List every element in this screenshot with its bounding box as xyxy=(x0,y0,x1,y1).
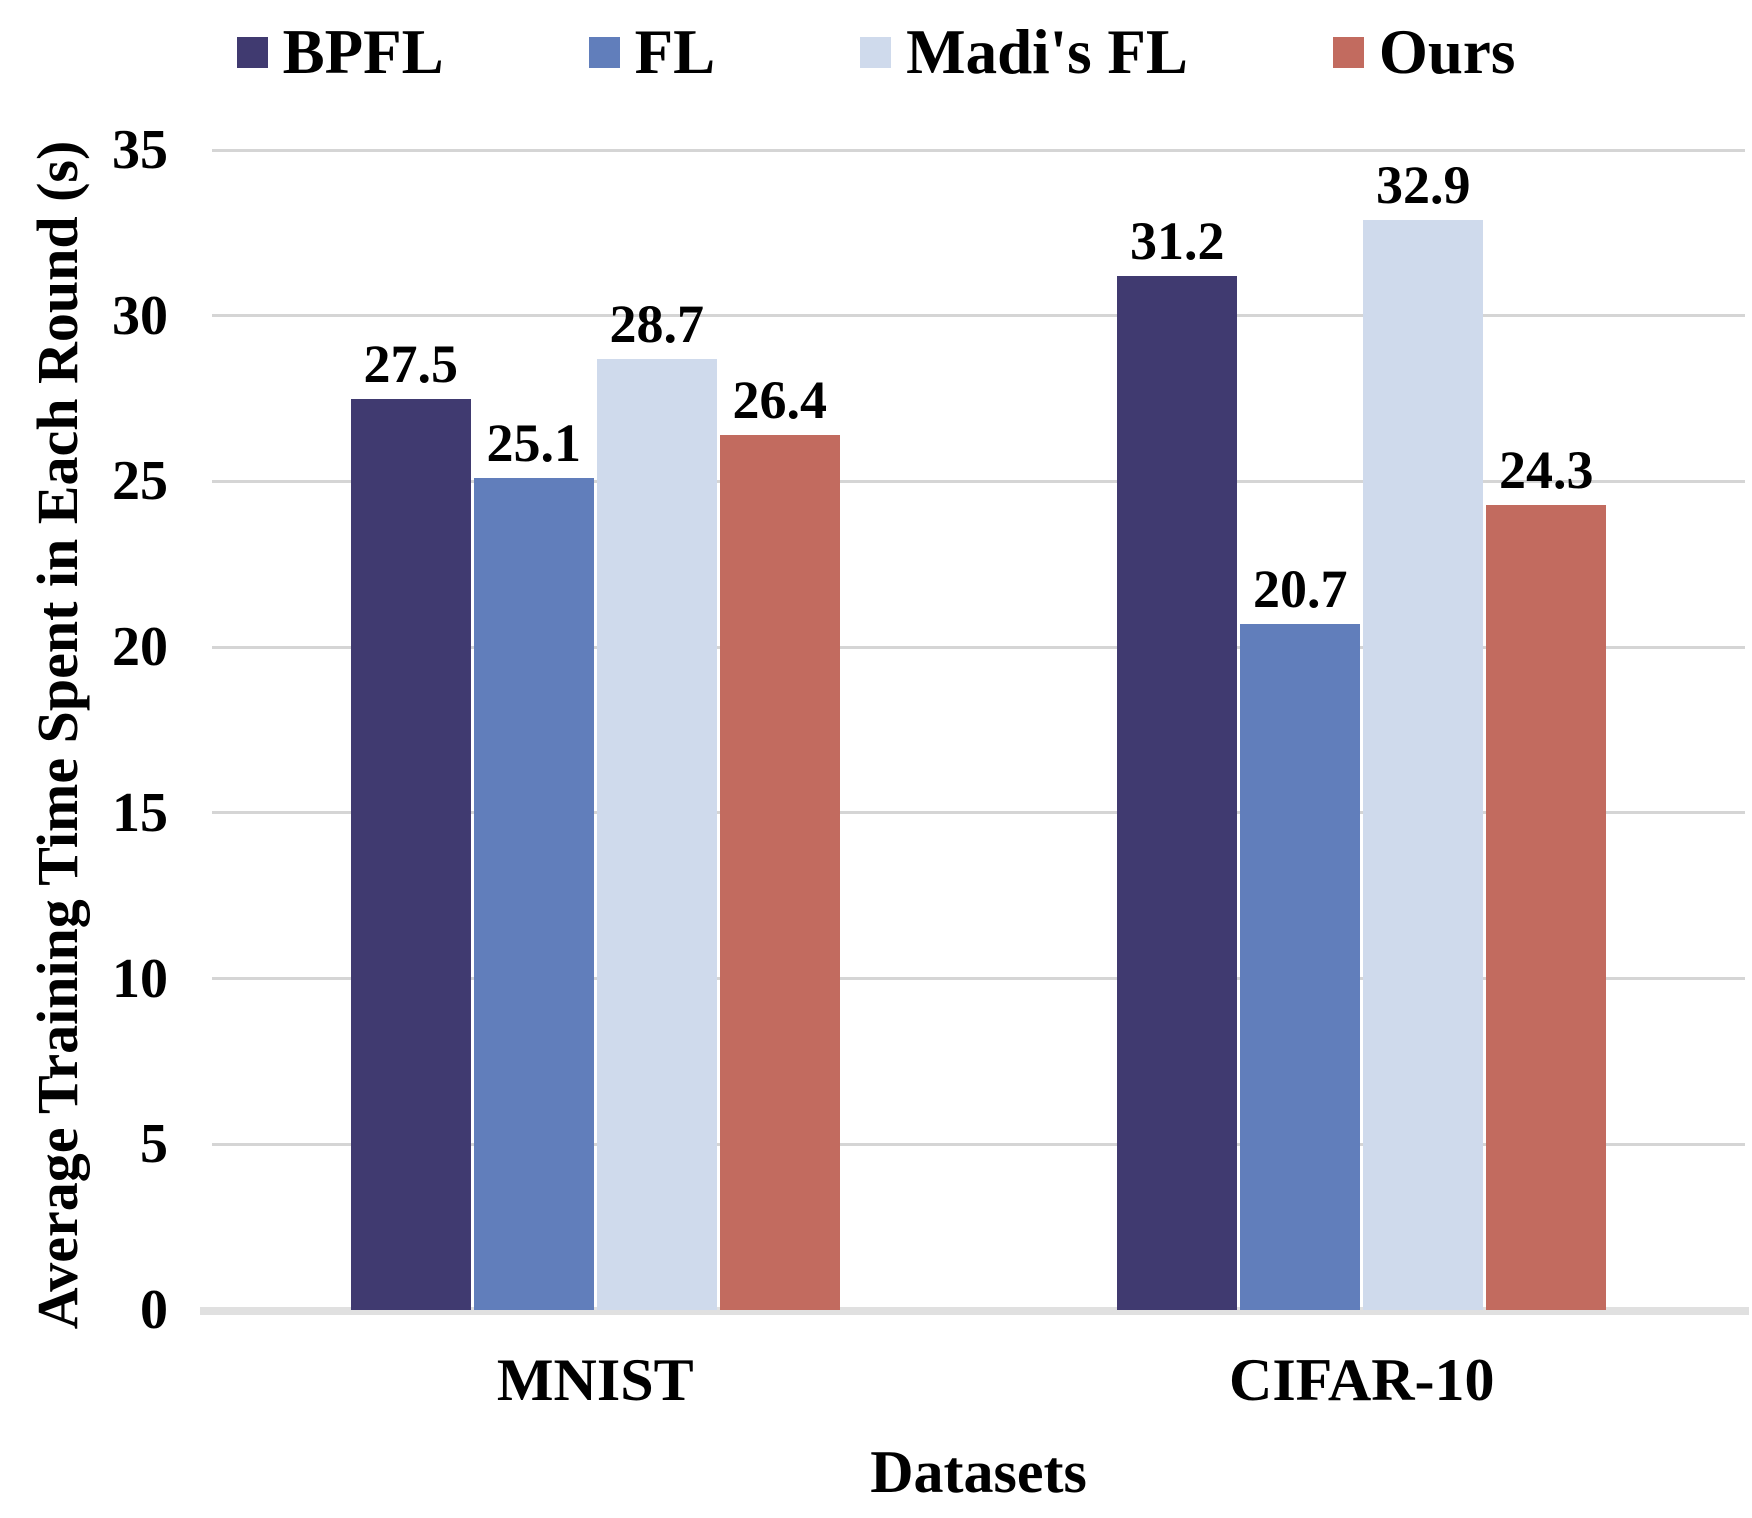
legend-swatch-icon xyxy=(588,36,620,68)
gridline xyxy=(212,314,1745,318)
legend-label: Madi's FL xyxy=(906,16,1188,87)
bar-rect xyxy=(1117,275,1238,1310)
bar-mnist-madi-s-fl: 28.7 xyxy=(596,293,717,1310)
bar-rect xyxy=(596,358,717,1310)
bar-value-label: 20.7 xyxy=(1253,558,1348,619)
gridline xyxy=(212,479,1745,483)
x-category-label-mnist: MNIST xyxy=(496,1347,694,1413)
bar-cifar-10-ours: 24.3 xyxy=(1486,439,1607,1310)
legend-swatch-icon xyxy=(1332,36,1364,68)
bar-value-label: 25.1 xyxy=(486,413,582,474)
bar-value-label: 32.9 xyxy=(1376,154,1471,215)
legend-label: Ours xyxy=(1378,16,1516,87)
gridline xyxy=(212,148,1745,152)
bar-value-label: 28.7 xyxy=(609,293,705,354)
bar-rect xyxy=(1240,623,1361,1310)
gridline xyxy=(212,1142,1745,1146)
legend-swatch-icon xyxy=(236,36,268,68)
bar-rect xyxy=(1486,504,1607,1310)
bar-cifar-10-bpfl: 31.2 xyxy=(1117,210,1238,1310)
bar-mnist-fl: 25.1 xyxy=(473,413,594,1310)
gridline xyxy=(212,811,1745,815)
x-axis-title: Datasets xyxy=(870,1439,1087,1505)
y-tick-label: 20 xyxy=(112,616,168,679)
x-category-label-cifar-10: CIFAR-10 xyxy=(1228,1347,1495,1413)
legend-label: FL xyxy=(634,16,716,87)
bar-cifar-10-madi-s-fl: 32.9 xyxy=(1363,154,1484,1310)
bar-mnist-bpfl: 27.5 xyxy=(350,333,471,1310)
legend-item-2: Madi's FL xyxy=(860,16,1188,87)
y-axis-ticks: 0 5 10 15 20 25 30 35 xyxy=(0,122,168,1338)
bar-value-label: 26.4 xyxy=(732,370,828,431)
plot-area: 27.5 25.1 28.7 26.4 31.2 20.7 32.9 24.3 xyxy=(200,148,1749,1315)
y-tick-label: 15 xyxy=(112,781,168,844)
bar-value-label: 31.2 xyxy=(1130,210,1225,271)
y-tick-label: 25 xyxy=(112,450,168,513)
bar-rect xyxy=(473,478,594,1310)
bar-rect xyxy=(1363,219,1484,1310)
gridline xyxy=(212,977,1745,981)
bar-value-label: 27.5 xyxy=(363,333,459,394)
legend-item-1: FL xyxy=(588,16,716,87)
bar-cifar-10-fl: 20.7 xyxy=(1240,558,1361,1310)
x-axis-line xyxy=(200,1307,1749,1315)
legend-item-3: Ours xyxy=(1332,16,1516,87)
bar-rect xyxy=(719,435,840,1310)
bar-mnist-ours: 26.4 xyxy=(719,370,840,1310)
bar-rect xyxy=(350,398,471,1310)
y-tick-label: 35 xyxy=(112,119,168,181)
y-tick-label: 0 xyxy=(140,1279,168,1341)
bar-value-label: 24.3 xyxy=(1499,439,1594,500)
legend-item-0: BPFL xyxy=(236,16,444,87)
y-tick-label: 30 xyxy=(112,284,168,347)
chart-legend: BPFL FL Madi's FL Ours xyxy=(0,16,1752,88)
y-tick-label: 5 xyxy=(140,1113,168,1176)
bar-group-cifar-10: 31.2 20.7 32.9 24.3 xyxy=(1117,154,1607,1310)
legend-swatch-icon xyxy=(860,36,892,68)
bar-group-mnist: 27.5 25.1 28.7 26.4 xyxy=(350,293,840,1310)
gridline xyxy=(212,645,1745,649)
legend-label: BPFL xyxy=(282,16,444,87)
y-tick-label: 10 xyxy=(112,947,168,1010)
